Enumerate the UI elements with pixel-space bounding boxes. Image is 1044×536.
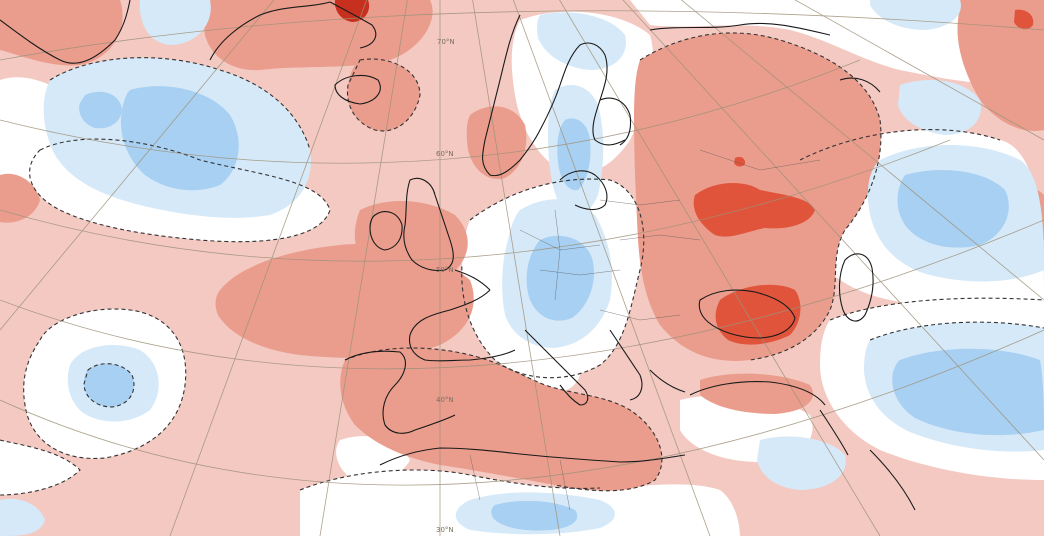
latitude-label-30n: 30°N: [436, 526, 454, 534]
coastline-finland: [599, 97, 632, 146]
strong-positive-zones: [334, 0, 1034, 345]
zero-contour-labrador: [29, 138, 331, 243]
moderate-positive-british-isles: [354, 200, 468, 285]
border-central-europe-2: [539, 269, 621, 276]
zero-anomaly-contours: [0, 32, 1044, 496]
latitude-label-50n: 50°N: [436, 266, 454, 274]
zero-contour-central-atlantic-inner: [83, 363, 135, 408]
coastline-anatolia: [689, 381, 826, 406]
moderate-positive-north-atlantic-north: [347, 59, 420, 131]
coastline-black-sea: [698, 289, 796, 339]
border-central-europe-3: [554, 209, 561, 301]
latitude-label-60n: 60°N: [436, 150, 454, 158]
zero-contour-russia: [639, 32, 882, 361]
zero-contour-southwest: [0, 439, 81, 496]
latitude-line-30n: [0, 329, 1044, 486]
border-russia: [699, 149, 821, 171]
light-negative-southwest-corner: [0, 498, 45, 536]
moderate-positive-iberia-mediterranean: [340, 348, 662, 491]
coastline-red-sea: [869, 449, 916, 511]
zero-contour-central-europe: [461, 178, 645, 379]
coastline-ireland: [369, 211, 403, 251]
latitude-line-70n: [0, 10, 1044, 61]
moderate-negative-central-europe-core: [526, 235, 594, 321]
longitude-line-5: [472, 0, 561, 536]
coastline-caspian-sea: [838, 253, 874, 322]
border-eastern-europe-2: [619, 234, 701, 241]
country-borders: [469, 149, 821, 511]
moderate-positive-greenland: [204, 0, 433, 71]
latitude-labels: 70°N 60°N 50°N 40°N 30°N: [436, 38, 455, 534]
coastline-italy: [524, 329, 589, 406]
moderate-negative-labrador-west: [79, 91, 122, 129]
coastlines: [0, 0, 916, 511]
border-north-africa: [469, 454, 571, 511]
strong-positive-south-russia: [715, 284, 801, 345]
coastline-baltic: [559, 170, 608, 211]
coastline-north-africa: [379, 447, 686, 466]
longitude-line-1: [0, 0, 275, 331]
light-negative-north-atlantic: [139, 0, 211, 45]
latitude-line-60n: [0, 59, 861, 164]
border-eastern-europe-1: [599, 199, 681, 206]
coastline-greenland-northwest: [0, 0, 131, 64]
moderate-negative-caspian-core: [897, 170, 1009, 248]
neutral-zone-south-west: [0, 440, 80, 495]
coastline-greenland: [209, 1, 377, 61]
moderate-positive-northwest-corner: [0, 0, 123, 66]
zero-contour-iceland: [346, 58, 421, 132]
longitude-line-10: [794, 0, 1044, 141]
coastline-levant: [819, 409, 849, 456]
longitude-line-6: [512, 0, 711, 536]
zero-contour-caspian: [799, 129, 1001, 161]
moderate-negative-labrador-core: [120, 86, 239, 191]
light-negative-east-mediterranean: [757, 436, 846, 490]
coastline-iceland: [334, 74, 381, 105]
coastline-balkans: [609, 329, 686, 401]
latitude-line-40n: [0, 219, 1044, 370]
border-balkans: [599, 309, 681, 321]
moderate-negative-middle-east-core: [892, 348, 1044, 436]
zero-contour-northwest: [49, 57, 311, 151]
moderate-positive-west-edge: [0, 173, 40, 223]
strong-positive-siberia-spot: [1014, 9, 1034, 30]
light-negative-northeast-russia: [898, 80, 981, 135]
coastline-france-iberia: [344, 269, 516, 434]
latitude-line-50n: [0, 139, 951, 262]
coastline-scandinavia: [482, 14, 626, 177]
strong-positive-central-russia: [693, 183, 815, 237]
longitude-line-7: [559, 0, 881, 536]
longitude-line-2: [169, 0, 368, 536]
latitude-label-40n: 40°N: [436, 396, 454, 404]
light-negative-north-scandinavia: [536, 12, 626, 70]
moderate-negative-zones: [79, 86, 1044, 531]
zero-contour-mediterranean: [344, 347, 663, 492]
zero-contour-central-atlantic-outer: [23, 308, 187, 460]
moderate-positive-siberia: [957, 0, 1044, 131]
moderate-negative-baltic-core: [557, 118, 591, 191]
longitude-line-9: [680, 0, 1044, 301]
moderate-negative-central-atlantic-core: [84, 363, 134, 407]
latitude-label-70n: 70°N: [437, 38, 455, 46]
coastline-great-britain: [403, 177, 454, 272]
longitude-line-3: [319, 0, 408, 536]
longitude-line-8: [622, 0, 1044, 461]
zero-contour-middle-east-south: [869, 321, 1044, 341]
moderate-positive-norway: [466, 106, 527, 180]
zero-contour-middle-east: [829, 297, 1044, 321]
coastline-russia-arctic: [649, 22, 881, 93]
